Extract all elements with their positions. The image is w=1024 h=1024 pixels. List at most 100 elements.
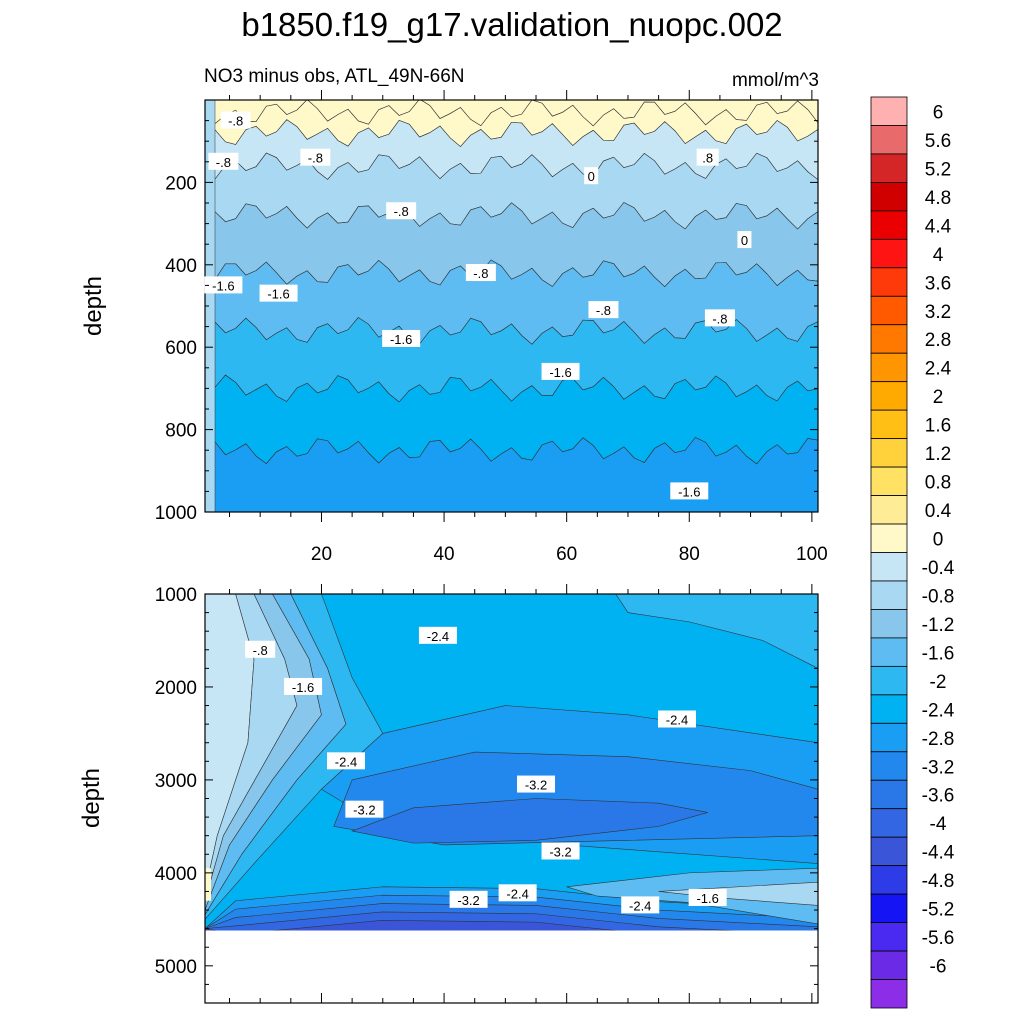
colorbar-swatch [870, 722, 908, 753]
x-tick-label: 80 [679, 544, 700, 565]
contour-label: -3.2 [517, 775, 556, 793]
colorbar-swatch [870, 665, 908, 696]
colorbar-swatch [870, 495, 908, 525]
contour-label-text: -.8 [473, 266, 488, 281]
colorbar-label: 4 [933, 245, 944, 266]
contour-label: 0 [584, 167, 599, 185]
contour-label: -.8 [300, 148, 331, 166]
colorbar-swatch [870, 779, 908, 810]
contour-label-box [204, 276, 243, 294]
contour-label-text: -3.2 [457, 893, 479, 908]
colorbar-label: 0.4 [925, 501, 952, 522]
colorbar-label: 4.8 [925, 188, 951, 209]
upper-panel: -.8 -.8 -.8 .8 0 -.8 0 -1.6 -1.6 -.8 -.8 -.8 -1.6 -1.… [80, 90, 828, 565]
colorbar-label: -2.4 [922, 700, 955, 721]
colorbar-swatch [870, 153, 908, 183]
contour-label-text: -.8 [308, 151, 323, 166]
contour-label-text: -1.6 [267, 287, 289, 302]
contour-label-box [588, 301, 619, 319]
y-tick-label: 800 [165, 421, 197, 442]
contour-label-text: -.8 [216, 155, 231, 170]
colorbar-swatch [870, 609, 908, 639]
colorbar-label: -2 [930, 672, 947, 693]
colorbar-swatch [870, 438, 908, 468]
contour-label-box [465, 264, 496, 282]
chart-subtitle: NO3 minus obs, ATL_49N-66N [204, 66, 465, 87]
colorbar-swatch [870, 295, 908, 326]
contour-label: -.8 [245, 640, 276, 658]
contour-label: -1.6 [541, 362, 580, 380]
contour-label-box [345, 800, 384, 818]
colorbar-swatch [870, 637, 908, 667]
colorbar-swatch [870, 210, 908, 240]
chart-title: b1850.f19_g17.validation_nuopc.002 [241, 6, 782, 43]
colorbar-swatch [870, 751, 908, 781]
colorbar-swatch [870, 238, 908, 269]
contour-label-box [386, 202, 417, 220]
contour-label-text: -3.2 [549, 844, 571, 859]
contour-label-text: -1.6 [678, 484, 700, 499]
contour-label-box [220, 111, 251, 129]
colorbar-swatch [870, 808, 908, 838]
y-tick-label: 400 [165, 256, 197, 277]
y-axis-label: depth [80, 276, 107, 336]
contour-label: -3.2 [345, 800, 384, 818]
colorbar-label: 3.6 [925, 273, 951, 294]
contour-band [615, 594, 818, 669]
contour-label-text: -1.6 [390, 332, 412, 347]
contour-label-text: -.8 [712, 311, 727, 326]
colorbar-label: -2.8 [922, 729, 955, 750]
contour-label-box [300, 148, 331, 166]
contour-label: -2.4 [326, 752, 365, 770]
contour-label-box [208, 152, 239, 170]
contour-label-box [670, 482, 709, 500]
contour-label-box [737, 231, 752, 249]
contour-label: -.8 [465, 264, 496, 282]
colorbar-label: 5.6 [925, 131, 951, 152]
contour-label-text: -2.4 [666, 712, 688, 727]
colorbar-swatch [870, 694, 908, 724]
colorbar-label: -4.8 [922, 871, 955, 892]
contour-label: .8 [696, 148, 719, 166]
colorbar-swatch [870, 267, 908, 297]
colorbar-label: -3.6 [922, 786, 955, 807]
contour-label-box [326, 752, 365, 770]
contour-label-text: -2.4 [335, 754, 357, 769]
colorbar-label: -5.2 [922, 900, 955, 921]
contour-label-box [658, 710, 697, 728]
contour-band [205, 436, 818, 512]
colorbar-label: 4.4 [925, 216, 952, 237]
colorbar-label: 1.2 [925, 444, 951, 465]
contour-label: 0 [737, 231, 752, 249]
colorbar-swatch [870, 979, 908, 1009]
contour-label: -1.6 [204, 276, 243, 294]
contour-label-box [517, 775, 556, 793]
contour-label-box [696, 148, 719, 166]
x-tick-label: 60 [556, 544, 577, 565]
contour-band [205, 919, 618, 931]
colorbar-label: 2.4 [925, 359, 952, 380]
colorbar-label: -0.4 [922, 558, 955, 579]
contour-label: -1.6 [382, 329, 421, 347]
lower-panel: -.8 -1.6 -2.4 -2.4 -2.4 -3.2 -3.2 -3.2 -3.2 -2.4 -… [78, 584, 819, 1004]
colorbar-label: 0 [933, 530, 944, 551]
contour-label-text: -2.4 [506, 886, 528, 901]
colorbar-swatch [870, 96, 908, 126]
colorbar-label: 2.8 [925, 330, 951, 351]
contour-band [205, 594, 384, 920]
contour-band [205, 868, 211, 901]
colorbar-swatch [870, 125, 908, 155]
contour-label: -.8 [220, 111, 251, 129]
units-label: mmol/m^3 [732, 70, 819, 91]
y-tick-label: 1000 [155, 503, 197, 524]
contour-band [351, 798, 708, 844]
y-axis-label: depth [78, 768, 105, 828]
colorbar-swatch [870, 950, 908, 980]
contour-label-text: -2.4 [427, 629, 449, 644]
colorbar-swatch [870, 409, 908, 440]
contour-label-text: -.8 [596, 303, 611, 318]
colorbar-swatch [870, 523, 908, 553]
contour-label-text: -1.6 [212, 278, 234, 293]
contour-label: -1.6 [688, 888, 727, 906]
contour-label: -.8 [588, 301, 619, 319]
